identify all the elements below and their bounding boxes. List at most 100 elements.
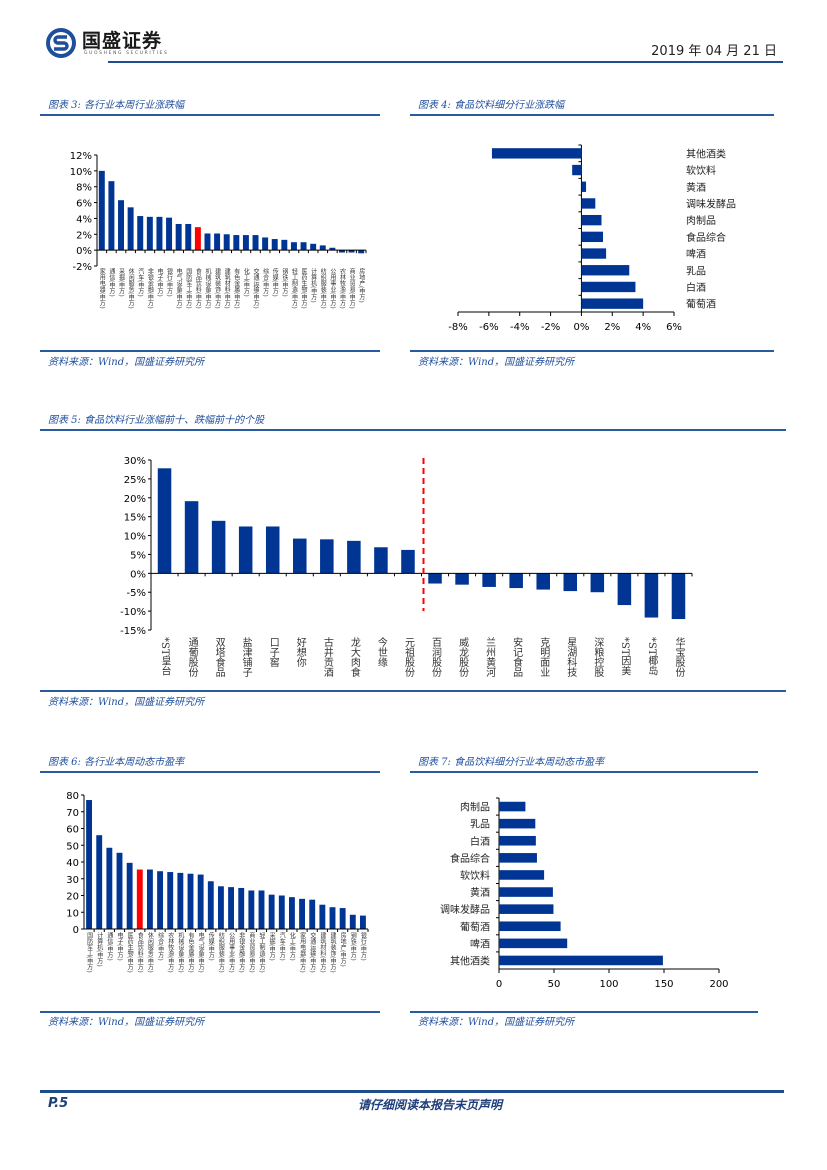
x-tick-label: 商业贸易(申万) (248, 931, 255, 972)
x-tick-label: -2% (541, 322, 560, 333)
fig7-source-rule (410, 1011, 758, 1013)
x-tick-label: 兰州黄河 (484, 636, 496, 677)
x-tick-label: 非银金融(申万) (238, 931, 245, 972)
bar (96, 835, 103, 929)
logo-subtitle: GUOSHENG SECURITIES (84, 51, 169, 56)
x-tick-label: 今世缘 (375, 636, 387, 667)
y-tick-label: 乳品 (686, 264, 706, 277)
x-tick-label: 医药生物(申万) (300, 268, 307, 309)
bar (590, 573, 605, 593)
y-tick-label: 0% (130, 569, 146, 580)
x-tick-label: 公用事业(申万) (329, 268, 336, 309)
y-tick-label: -5% (127, 588, 146, 599)
y-tick-label: 调味发酵品 (440, 903, 490, 916)
bar (319, 245, 326, 251)
y-tick-label: 8% (76, 183, 92, 194)
fig3-chart: -2% 0% 2% 4% 6% 8% 10% 12% 家用电器(申万) 通信(申万) 采掘(申万) 休… (70, 151, 367, 309)
x-tick-label: 通葡股份 (186, 637, 198, 678)
x-tick-label: 轻工制造(申万) (290, 267, 297, 308)
x-tick-label: 百润股份 (430, 637, 442, 678)
footer-divider (40, 1090, 784, 1093)
x-tick-label: 计算机(申万) (310, 267, 317, 302)
x-tick-label: 双塔食品 (213, 637, 225, 678)
y-tick-label: 肉制品 (460, 801, 490, 814)
bar (401, 549, 415, 574)
x-tick-label: 商业贸易(申万) (348, 267, 355, 308)
bar (187, 873, 194, 929)
company-logo: 国盛证券 GUOSHENG SECURITIES (44, 24, 174, 64)
x-tick-label: 建筑材料(申万) (223, 267, 230, 308)
y-tick-label: 0 (73, 925, 79, 936)
y-tick-label: 2% (76, 230, 92, 241)
x-tick-label: 纺织服装(申万) (217, 931, 224, 972)
bar (175, 223, 182, 251)
bar (581, 298, 644, 309)
x-tick-label: 好想你 (294, 637, 306, 667)
x-tick-label: 综合(申万) (262, 267, 269, 296)
x-tick-label: 房地产(申万) (339, 931, 346, 966)
bar (347, 540, 361, 574)
bar (499, 835, 536, 846)
bar (258, 890, 265, 929)
y-tick-label: 30 (66, 875, 79, 886)
x-tick-label: 汽车(申万) (137, 267, 144, 296)
bar (136, 869, 143, 929)
x-tick-label: 采掘(申万) (268, 931, 275, 960)
x-tick-label: 银行(申万) (359, 931, 366, 960)
fig6-title-rule (40, 771, 380, 773)
y-tick-label: 15% (124, 513, 146, 524)
x-tick-label: 威龙股份 (457, 636, 469, 678)
bar (374, 547, 388, 574)
y-tick-label: 肉制品 (686, 214, 716, 227)
bar (265, 526, 280, 574)
x-tick-label: 200 (709, 979, 728, 990)
bar (310, 243, 317, 251)
x-tick-label: 电子(申万) (156, 267, 163, 296)
y-tick-label: 25% (124, 475, 146, 486)
y-tick-label: 20 (66, 892, 79, 903)
fig6-source: 资料来源：Wind，国盛证券研究所 (48, 1017, 205, 1028)
x-tick-label: 食品饮料(申万) (136, 931, 143, 972)
fig7-title-rule (410, 771, 758, 773)
bar (288, 897, 295, 929)
bar (491, 148, 582, 159)
bar (581, 198, 596, 209)
bar (167, 872, 174, 929)
x-tick-label: 电子(申万) (116, 931, 123, 960)
x-tick-label: 化工(申万) (288, 931, 295, 960)
bar (156, 216, 163, 251)
y-tick-label: 6% (76, 199, 92, 210)
x-tick-label: 通信(申万) (108, 267, 115, 296)
bar (499, 955, 663, 966)
x-tick-label: 轻工制造(申万) (258, 931, 265, 972)
fig4-source-rule (410, 350, 774, 352)
x-tick-label: 银行(申万) (166, 267, 173, 296)
x-tick-label: 150 (654, 979, 673, 990)
y-tick-label: 葡萄酒 (686, 298, 716, 311)
x-tick-label: 电气设备(申万) (197, 931, 204, 972)
fig5-title-rule (40, 429, 786, 431)
x-tick-label: 2% (604, 322, 620, 333)
fig4-chart: -8% -6% -4% -2% 0% 2% 4% 6% 其他酒类软饮料黄酒调味发酵品肉制品食品综… (448, 144, 736, 333)
y-tick-label: 40 (66, 858, 79, 869)
bar (359, 915, 366, 929)
bar (455, 573, 469, 585)
bar (238, 526, 253, 574)
x-tick-label: 食品饮料(申万) (194, 267, 201, 308)
y-tick-label: 食品综合 (686, 231, 726, 244)
y-tick-label: 黄酒 (470, 886, 490, 899)
y-tick-label: 啤酒 (686, 249, 706, 261)
bar (358, 250, 365, 254)
y-tick-label: 10% (124, 532, 146, 543)
x-tick-label: 采掘(申万) (118, 267, 125, 296)
bar (242, 235, 249, 251)
x-tick-label: 纺织服装(申万) (319, 267, 326, 308)
bar (329, 247, 336, 251)
bar (499, 938, 568, 949)
x-tick-label: 有色金属(申万) (233, 267, 240, 308)
y-tick-label: -10% (120, 607, 146, 618)
y-tick-label: 60 (66, 825, 79, 836)
bar (348, 250, 355, 253)
y-tick-label: 30% (124, 456, 146, 467)
bar (581, 214, 602, 226)
